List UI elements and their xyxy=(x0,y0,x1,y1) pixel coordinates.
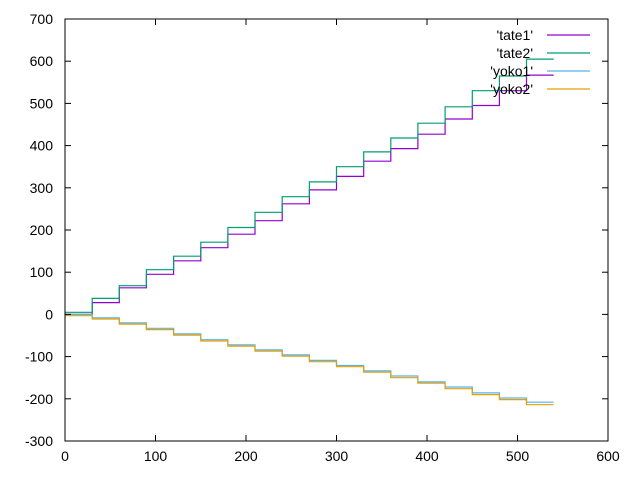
y-tick-label: 600 xyxy=(30,53,54,69)
legend: 'tate1' 'tate2' 'yoko1' 'yoko2' xyxy=(490,27,590,97)
y-tick-label: -300 xyxy=(25,433,53,449)
y-tick-label: 0 xyxy=(45,306,53,322)
y-tick-label: -200 xyxy=(25,391,53,407)
x-tick-label: 500 xyxy=(506,448,530,464)
y-tick-label: 700 xyxy=(30,11,54,27)
x-tick-label: 600 xyxy=(596,448,620,464)
legend-label-tate1: 'tate1' xyxy=(497,27,533,43)
x-tick-label: 300 xyxy=(325,448,349,464)
y-tick-label: 500 xyxy=(30,95,54,111)
x-tick-label: 200 xyxy=(234,448,258,464)
y-tick-label: 100 xyxy=(30,264,54,280)
y-tick-label: 400 xyxy=(30,138,54,154)
y-tick-label: -100 xyxy=(25,349,53,365)
x-tick-label: 400 xyxy=(415,448,439,464)
series-line-yoko2 xyxy=(65,315,554,406)
ticks-layer: 0 100 200 300 400 500 600 -300 -200 -100 0 100 200 30… xyxy=(25,11,620,464)
x-tick-label: 100 xyxy=(144,448,168,464)
legend-label-yoko2: 'yoko2' xyxy=(490,81,533,97)
series-line-tate2 xyxy=(65,58,554,313)
y-tick-label: 200 xyxy=(30,222,54,238)
y-tick-label: 300 xyxy=(30,180,54,196)
series-layer xyxy=(65,58,554,406)
x-tick-label: 0 xyxy=(61,448,69,464)
legend-label-tate2: 'tate2' xyxy=(497,45,533,61)
legend-label-yoko1: 'yoko1' xyxy=(490,63,533,79)
